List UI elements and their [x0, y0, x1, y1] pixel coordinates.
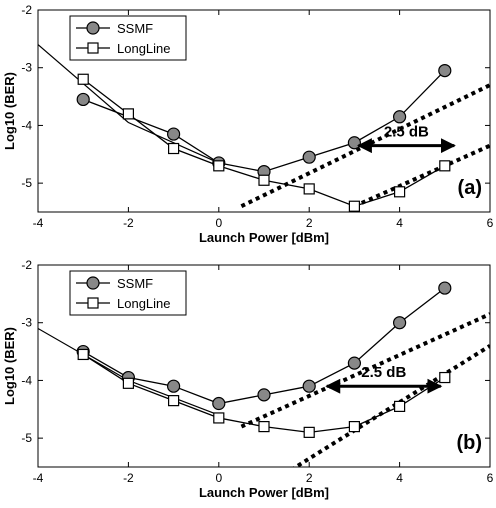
data-point-longline — [213, 412, 225, 424]
data-point-longline — [122, 108, 135, 120]
x-axis-label: Launch Power [dBm] — [199, 230, 329, 245]
y-axis-label: Log10 (BER) — [2, 72, 17, 150]
x-tick-label: 0 — [215, 216, 222, 230]
data-point-longline — [122, 377, 135, 389]
chart-panel-b: -4 -2 0 2 4 6 -2 -3 -4 -5 Launch Power [dBm] Log10 … — [2, 258, 494, 500]
data-point-longline — [168, 395, 180, 407]
data-point-ssmf — [438, 63, 452, 78]
x-tick-label: 0 — [215, 471, 222, 485]
data-point-longline — [394, 400, 406, 412]
series-line-ssmf — [82, 70, 446, 173]
y-tick-label: -5 — [21, 431, 32, 445]
fit-line — [291, 344, 490, 467]
x-tick-label: 6 — [487, 216, 494, 230]
legend-label-longline: LongLine — [117, 296, 171, 311]
data-point-longline — [258, 174, 270, 186]
x-tick-label: 4 — [396, 216, 403, 230]
data-point-longline — [303, 183, 315, 195]
x-tick-label: -4 — [33, 471, 44, 485]
data-point-longline — [77, 73, 89, 85]
plot-area — [37, 9, 491, 213]
data-point-ssmf — [76, 92, 90, 107]
legend-marker-ssmf — [86, 276, 100, 290]
legend: SSMF LongLine — [69, 270, 187, 316]
series-line-longline — [82, 78, 446, 207]
plot-content — [38, 44, 490, 212]
x-tick-label: -4 — [33, 216, 44, 230]
data-point-longline — [348, 200, 360, 212]
fit-line — [240, 312, 490, 429]
chart-panel-a: -4 -2 0 2 4 6 -2 -3 -4 -5 Launch Power [dBm] Log10 … — [2, 3, 494, 245]
data-point-ssmf — [302, 379, 316, 393]
data-point-longline — [348, 421, 360, 433]
data-point-ssmf — [347, 356, 361, 370]
y-tick-label: -2 — [21, 258, 32, 272]
data-point-ssmf — [393, 110, 407, 124]
y-tick-label: -5 — [21, 176, 32, 190]
x-tick-label: 2 — [306, 471, 313, 485]
x-tick-label: 2 — [306, 216, 313, 230]
fit-line — [353, 143, 490, 209]
legend-marker-ssmf — [86, 21, 100, 35]
data-point-longline — [258, 421, 270, 433]
data-point-ssmf — [393, 316, 407, 330]
legend-marker-longline — [87, 297, 99, 309]
x-tick-label: 4 — [396, 471, 403, 485]
legend-label-longline: LongLine — [117, 41, 171, 56]
data-point-ssmf — [212, 396, 226, 411]
data-point-ssmf — [167, 379, 181, 393]
y-tick-label: -3 — [21, 316, 32, 330]
data-point-ssmf — [167, 127, 181, 141]
y-tick-label: -4 — [21, 118, 32, 132]
y-axis-label: Log10 (BER) — [2, 327, 17, 405]
panel-label: (a) — [458, 177, 482, 199]
legend: SSMF LongLine — [69, 15, 187, 61]
x-tick-label: 6 — [487, 471, 494, 485]
annotation-label: 2.5 dB — [361, 364, 406, 381]
data-point-longline — [439, 371, 451, 384]
data-point-longline — [213, 160, 225, 172]
x-tick-label: -2 — [123, 216, 134, 230]
plot-area — [37, 264, 491, 468]
y-tick-label: -3 — [21, 61, 32, 75]
data-point-ssmf — [257, 388, 271, 402]
panel-label: (b) — [456, 432, 482, 454]
legend-marker-longline — [87, 42, 99, 54]
annotation-label: 2.5 dB — [384, 124, 429, 141]
data-point-longline — [168, 142, 180, 155]
plot-content — [38, 281, 490, 467]
x-tick-label: -2 — [123, 471, 134, 485]
y-tick-label: -2 — [21, 3, 32, 17]
data-point-longline — [394, 186, 406, 198]
x-axis-label: Launch Power [dBm] — [199, 485, 329, 500]
data-point-ssmf — [438, 281, 452, 295]
legend-label-ssmf: SSMF — [117, 276, 153, 291]
data-point-longline — [439, 160, 451, 172]
data-point-ssmf — [302, 150, 316, 164]
y-tick-label: -4 — [21, 373, 32, 387]
trend-line — [38, 44, 220, 164]
legend-label-ssmf: SSMF — [117, 21, 153, 36]
data-point-longline — [77, 348, 89, 361]
data-point-longline — [303, 426, 315, 438]
